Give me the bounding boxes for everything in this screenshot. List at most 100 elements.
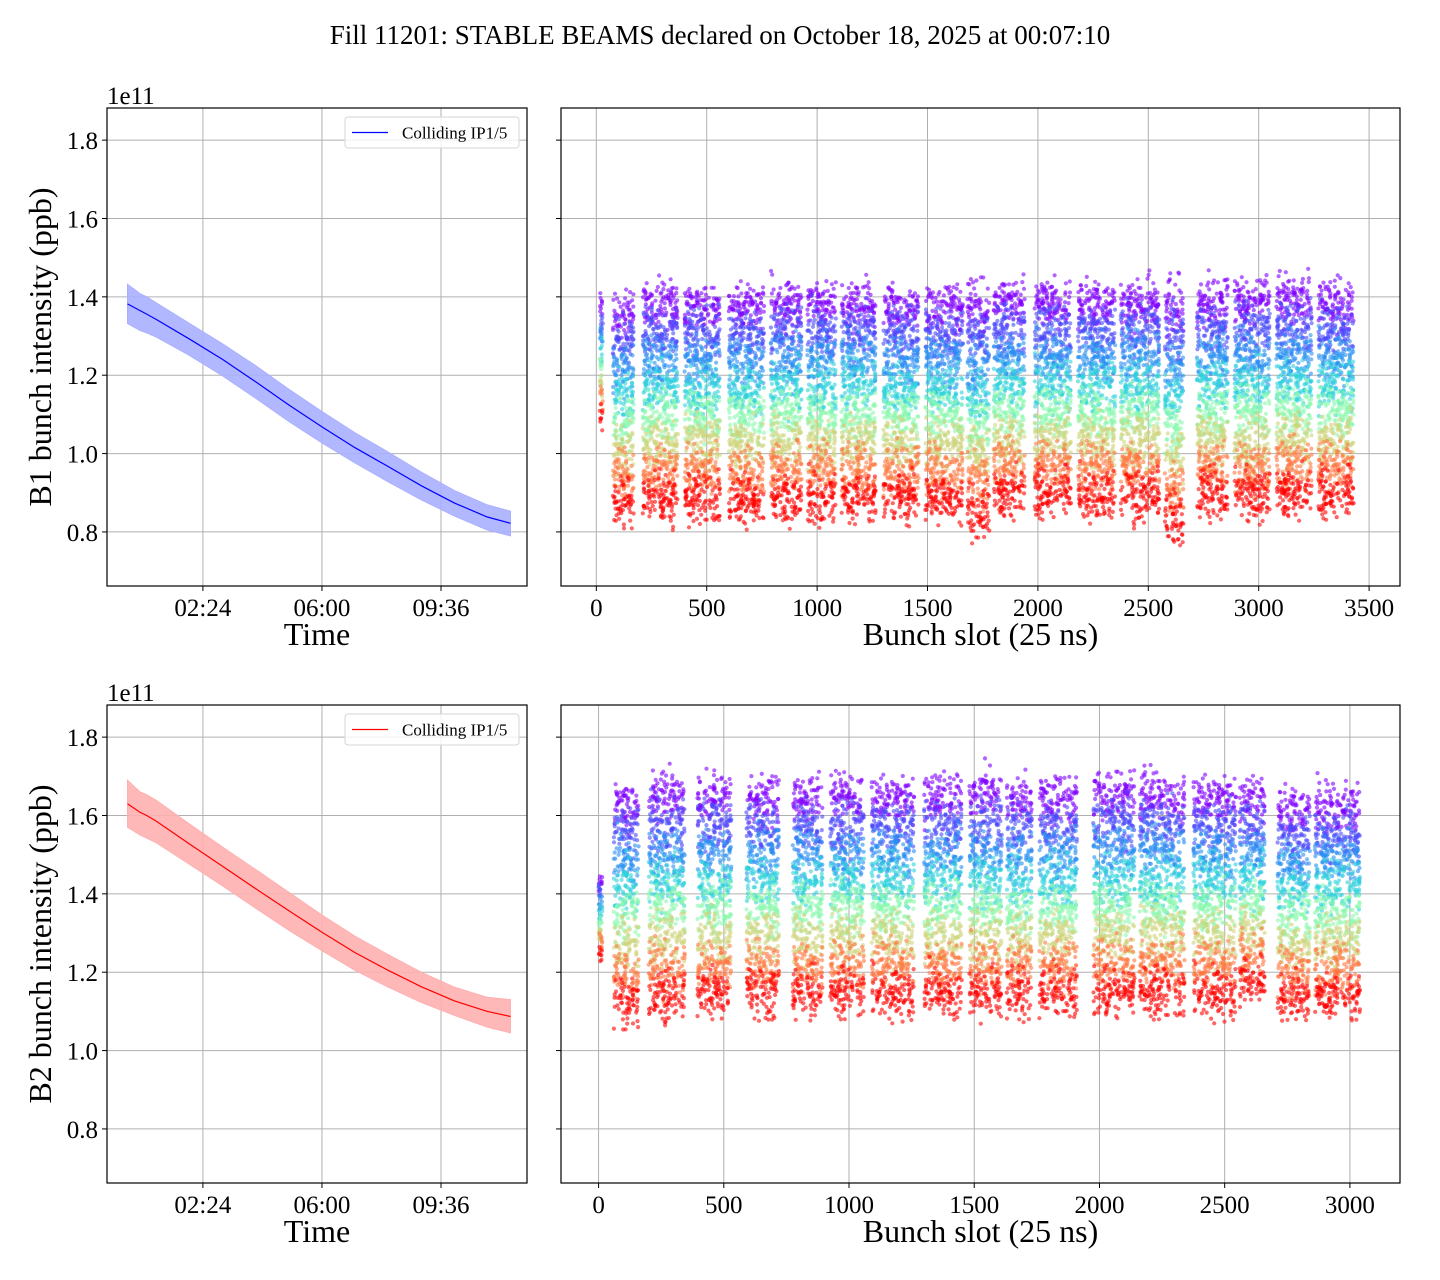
scatter-point [618, 474, 623, 479]
scatter-point [730, 352, 735, 357]
scatter-point [871, 324, 876, 329]
scatter-point [714, 455, 720, 460]
scatter-point [772, 316, 777, 321]
scatter-point [831, 392, 836, 397]
scatter-point [827, 434, 832, 439]
scatter-point [840, 283, 845, 288]
scatter-point [768, 341, 773, 346]
scatter-point [696, 474, 701, 479]
scatter-point [643, 331, 649, 336]
scatter-point [785, 336, 791, 341]
scatter-point [872, 377, 878, 382]
scatter-point [732, 453, 737, 458]
scatter-point [710, 464, 716, 469]
scatter-point [620, 448, 625, 453]
scatter-point [655, 418, 661, 423]
scatter-point [624, 393, 630, 398]
scatter-point [851, 428, 856, 433]
scatter-point [832, 340, 837, 346]
scatter-point [644, 312, 650, 317]
scatter-point [760, 290, 766, 295]
scatter-point [699, 512, 704, 517]
scatter-point [851, 337, 856, 342]
scatter-point [759, 355, 764, 360]
scatter-point [713, 381, 718, 386]
scatter-point [831, 412, 836, 417]
scatter-point [657, 347, 662, 352]
scatter-point [852, 319, 858, 324]
scatter-point [684, 458, 689, 463]
scatter-point [867, 329, 872, 334]
scatter-point [642, 358, 647, 364]
scatter-point [818, 328, 823, 333]
scatter-point [611, 364, 616, 369]
scatter-point [611, 473, 616, 478]
scatter-point [865, 333, 870, 338]
scatter-point [662, 365, 667, 370]
scatter-point [665, 467, 670, 472]
scatter-point [784, 409, 789, 414]
scatter-point [728, 427, 733, 432]
scatter-point [625, 370, 631, 376]
scatter-point [693, 356, 698, 361]
scatter-point [775, 328, 780, 334]
scatter-point [871, 439, 876, 444]
scatter-point [641, 310, 646, 315]
scatter-point [709, 367, 714, 372]
scatter-point [782, 348, 787, 353]
scatter-point [659, 491, 665, 496]
scatter-point [659, 421, 665, 426]
scatter-point [814, 373, 820, 378]
scatter-point [611, 355, 616, 360]
scatter-point [625, 493, 631, 499]
scatter-point [631, 343, 636, 348]
scatter-point [640, 511, 645, 516]
scatter-point [620, 407, 625, 412]
scatter-point [670, 427, 675, 432]
scatter-point [790, 341, 795, 347]
scatter-point [619, 354, 624, 359]
scatter-point [614, 389, 619, 394]
scatter-point [743, 521, 748, 526]
scatter-point [631, 511, 636, 516]
scatter-point [666, 343, 672, 348]
scatter-point [670, 315, 675, 320]
scatter-point [707, 395, 712, 400]
scatter-point [715, 447, 720, 452]
scatter-point [771, 287, 776, 292]
scatter-point [728, 403, 733, 409]
scatter-point [847, 304, 852, 309]
scatter-point [712, 518, 717, 523]
scatter-point [747, 476, 752, 481]
scatter-point [851, 381, 856, 386]
scatter-point [817, 478, 822, 483]
scatter-point [819, 349, 825, 354]
scatter-point [619, 373, 624, 378]
scatter-point [793, 504, 798, 509]
scatter-point [795, 377, 800, 382]
scatter-point [612, 308, 617, 313]
scatter-point [643, 338, 648, 344]
scatter-point [797, 296, 803, 301]
scatter-point [872, 425, 878, 430]
scatter-point [784, 283, 789, 288]
scatter-point [599, 387, 605, 392]
scatter-point [703, 508, 708, 513]
scatter-point [798, 507, 803, 512]
scatter-point [687, 482, 693, 487]
scatter-point [813, 473, 818, 478]
scatter-point [770, 272, 775, 277]
scatter-point [750, 402, 756, 407]
scatter-point [655, 382, 660, 387]
scatter-point [854, 309, 859, 314]
scatter-point [786, 437, 792, 442]
scatter-point [616, 365, 621, 370]
scatter-point [652, 499, 658, 504]
scatter-point [830, 386, 836, 391]
scatter-point [790, 406, 795, 412]
scatter-point [662, 448, 667, 453]
scatter-point [648, 359, 653, 364]
scatter-point [808, 301, 813, 307]
scatter-point [841, 337, 846, 342]
scatter-point [820, 364, 826, 369]
